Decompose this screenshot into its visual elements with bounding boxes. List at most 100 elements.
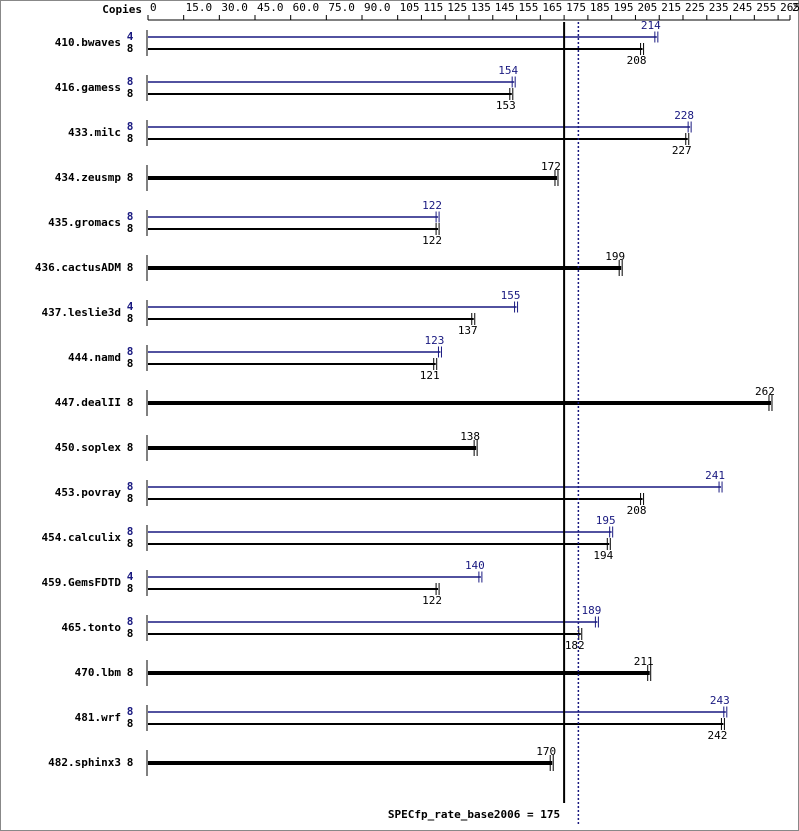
- benchmark-name: 433.milc: [68, 126, 121, 139]
- copies-label: 8: [127, 717, 134, 730]
- x-tick-label: 15.0: [186, 1, 213, 14]
- copies-label: 8: [127, 627, 134, 640]
- copies-label: 8: [127, 705, 134, 718]
- value-label: 199: [605, 250, 625, 263]
- benchmark-name: 435.gromacs: [48, 216, 121, 229]
- value-label: 195: [596, 514, 616, 527]
- x-tick-label: 195: [614, 1, 634, 14]
- x-tick-label: 185: [590, 1, 610, 14]
- copies-label: 8: [127, 357, 134, 370]
- copies-label: 8: [127, 42, 134, 55]
- value-label: 189: [581, 604, 601, 617]
- x-tick-label: 165: [542, 1, 562, 14]
- value-label: 243: [710, 694, 730, 707]
- value-label: 154: [498, 64, 518, 77]
- copies-label: 8: [127, 87, 134, 100]
- x-tick-label: 135: [471, 1, 491, 14]
- value-label: 122: [422, 199, 442, 212]
- copies-label: 8: [127, 222, 134, 235]
- copies-label: 8: [127, 120, 134, 133]
- value-label: 242: [707, 729, 727, 742]
- value-label: 228: [674, 109, 694, 122]
- benchmark-name: 454.calculix: [42, 531, 122, 544]
- x-tick-label: 0: [150, 1, 157, 14]
- copies-label: 8: [127, 261, 134, 274]
- value-label: 170: [536, 745, 556, 758]
- benchmark-name: 453.povray: [55, 486, 122, 499]
- value-label: 121: [420, 369, 440, 382]
- benchmark-name: 436.cactusADM: [35, 261, 121, 274]
- value-label: 138: [460, 430, 480, 443]
- x-tick-label: 235: [709, 1, 729, 14]
- x-tick-label: 75.0: [328, 1, 355, 14]
- copies-label: 8: [127, 312, 134, 325]
- value-label: 214: [641, 19, 661, 32]
- copies-label: 8: [127, 132, 134, 145]
- x-tick-label: 45.0: [257, 1, 284, 14]
- x-tick-label: 115: [423, 1, 443, 14]
- copies-label: 4: [127, 300, 134, 313]
- x-tick-label: 255: [756, 1, 776, 14]
- value-label: 208: [627, 54, 647, 67]
- value-label: 122: [422, 234, 442, 247]
- copies-label: 8: [127, 441, 134, 454]
- reference-label: SPECfp_rate_base2006 = 175: [388, 808, 560, 821]
- copies-label: 8: [127, 615, 134, 628]
- value-label: 211: [634, 655, 654, 668]
- benchmark-name: 434.zeusmp: [55, 171, 122, 184]
- copies-label: 8: [127, 210, 134, 223]
- value-label: 137: [458, 324, 478, 337]
- value-label: 241: [705, 469, 725, 482]
- x-tick-label: 245: [733, 1, 753, 14]
- benchmark-name: 470.lbm: [75, 666, 122, 679]
- x-tick-label: 155: [519, 1, 539, 14]
- benchmark-name: 416.gamess: [55, 81, 121, 94]
- value-label: 227: [672, 144, 692, 157]
- copies-label: 8: [127, 756, 134, 769]
- x-tick-label: 145: [495, 1, 515, 14]
- value-label: 153: [496, 99, 516, 112]
- copies-label: 4: [127, 570, 134, 583]
- value-label: 194: [593, 549, 613, 562]
- copies-label: 8: [127, 537, 134, 550]
- copies-label: 8: [127, 396, 134, 409]
- value-label: 155: [501, 289, 521, 302]
- copies-label: 8: [127, 492, 134, 505]
- copies-label: 8: [127, 345, 134, 358]
- benchmark-name: 437.leslie3d: [42, 306, 121, 319]
- value-label: 140: [465, 559, 485, 572]
- copies-label: 8: [127, 75, 134, 88]
- value-label: 122: [422, 594, 442, 607]
- x-tick-label: 175: [566, 1, 586, 14]
- x-tick-label: 90.0: [364, 1, 391, 14]
- copies-label: 8: [127, 666, 134, 679]
- copies-label: 8: [127, 480, 134, 493]
- value-label: 182: [565, 639, 585, 652]
- benchmark-name: 444.namd: [68, 351, 121, 364]
- benchmark-name: 450.soplex: [55, 441, 122, 454]
- value-label: 262: [755, 385, 775, 398]
- x-tick-label: 30.0: [221, 1, 248, 14]
- value-label: 172: [541, 160, 561, 173]
- benchmark-name: 459.GemsFDTD: [42, 576, 122, 589]
- x-tick-label: 125: [447, 1, 467, 14]
- copies-header: Copies: [102, 3, 142, 16]
- copies-label: 4: [127, 30, 134, 43]
- x-tick-label: 60.0: [293, 1, 320, 14]
- value-label: 208: [627, 504, 647, 517]
- x-tick-label: 105: [400, 1, 420, 14]
- benchmark-name: 465.tonto: [61, 621, 121, 634]
- copies-label: 8: [127, 582, 134, 595]
- copies-label: 8: [127, 525, 134, 538]
- value-label: 123: [425, 334, 445, 347]
- x-tick-label: 215: [661, 1, 681, 14]
- x-tick-label: 270: [792, 1, 799, 14]
- x-tick-label: 225: [685, 1, 705, 14]
- benchmark-name: 481.wrf: [75, 711, 121, 724]
- copies-label: 8: [127, 171, 134, 184]
- x-tick-label: 205: [637, 1, 657, 14]
- benchmark-name: 447.dealII: [55, 396, 121, 409]
